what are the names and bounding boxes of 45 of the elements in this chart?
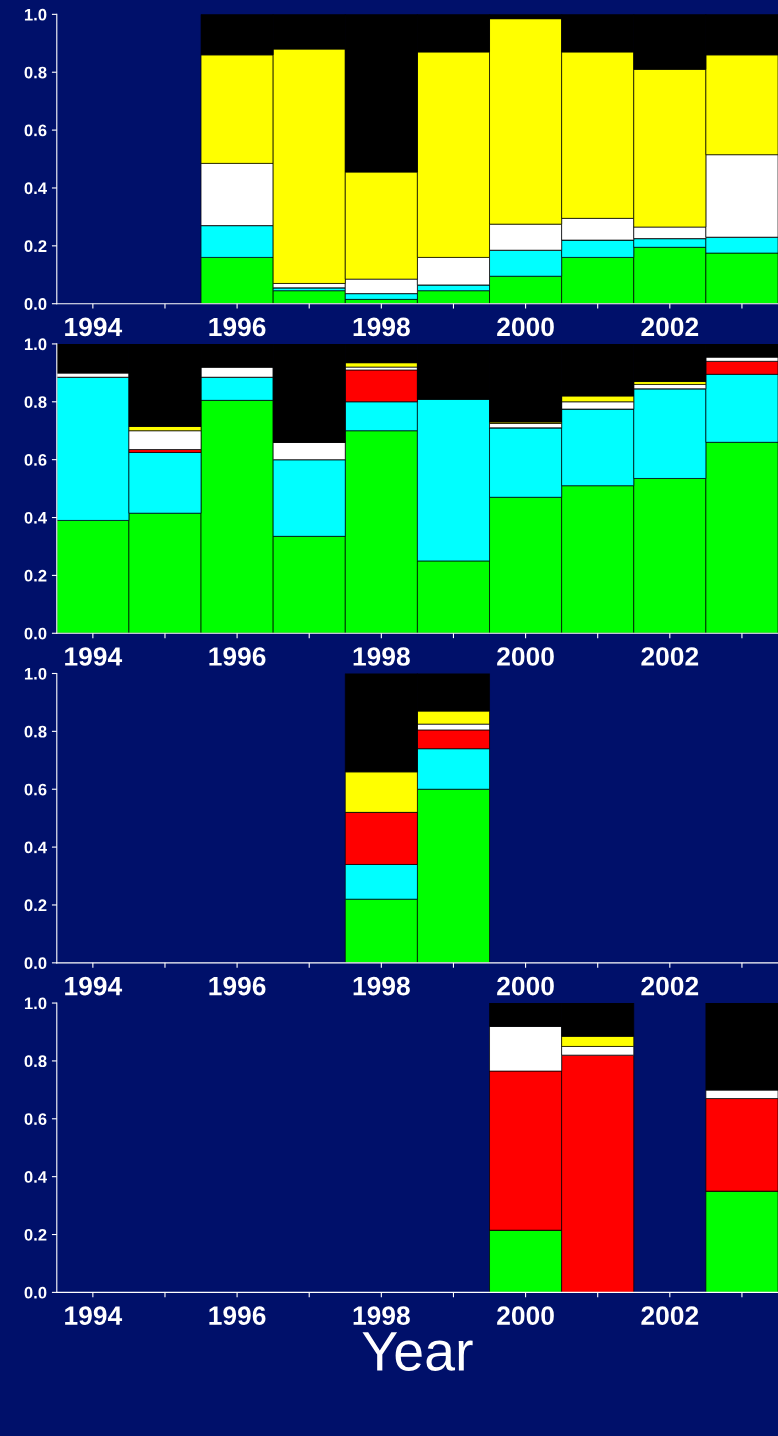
x-tick-label: 2000: [497, 1306, 554, 1325]
y-tick-label: 0.6: [24, 124, 47, 137]
x-tick-label: 1998: [353, 1306, 410, 1325]
y-tick-label: 0.0: [24, 298, 47, 310]
y-tick-label: 0.4: [24, 511, 47, 524]
x-tick-label: 2000: [497, 647, 554, 666]
y-tick-label: 0.4: [24, 1171, 47, 1183]
y-tick-label: 0.8: [24, 396, 47, 408]
x-tick-label: 1998: [353, 647, 410, 666]
y-tick-label: 0.2: [24, 240, 47, 253]
y-tick-label: 0.8: [24, 725, 47, 738]
x-tick-label: 1994: [65, 976, 123, 996]
y-tick-label: 0.2: [24, 899, 47, 912]
x-tick-label: 1998: [353, 317, 410, 337]
y-tick-label: 1.0: [24, 338, 47, 351]
x-tick-label: 1998: [353, 976, 410, 996]
y-tick-label: 0.0: [24, 957, 47, 970]
x-tick-label: 2002: [641, 647, 699, 666]
x-tick-label: 2002: [641, 317, 699, 337]
y-tick-label: 0.0: [24, 627, 47, 640]
y-tick-label: 0.6: [24, 454, 47, 466]
y-tick-label: 1.0: [24, 667, 47, 680]
x-tick-label: 1994: [65, 1306, 123, 1325]
y-tick-label: 1.0: [24, 997, 47, 1010]
x-tick-label: 1994: [65, 647, 123, 666]
x-tick-label: 1994: [65, 317, 123, 337]
y-tick-label: 1.0: [24, 8, 47, 21]
x-axis-title: Year: [362, 1332, 473, 1371]
y-tick-label: 0.0: [24, 1286, 47, 1299]
x-tick-label: 1996: [209, 647, 266, 666]
y-tick-label: 0.4: [24, 182, 47, 195]
y-tick-label: 0.6: [24, 783, 47, 796]
y-tick-label: 0.2: [24, 1228, 47, 1241]
x-tick-label: 1996: [209, 1306, 266, 1325]
y-tick-label: 0.6: [24, 1113, 47, 1125]
x-tick-label: 1996: [209, 317, 266, 337]
y-tick-label: 0.8: [24, 1055, 47, 1068]
x-tick-label: 2000: [497, 976, 554, 996]
x-tick-label: 2002: [641, 1306, 699, 1325]
y-tick-label: 0.4: [24, 841, 47, 854]
x-tick-label: 1996: [209, 976, 266, 996]
x-tick-label: 2000: [497, 317, 554, 337]
y-tick-label: 0.8: [24, 66, 47, 79]
x-tick-label: 2002: [641, 976, 699, 996]
y-tick-label: 0.2: [24, 569, 47, 582]
